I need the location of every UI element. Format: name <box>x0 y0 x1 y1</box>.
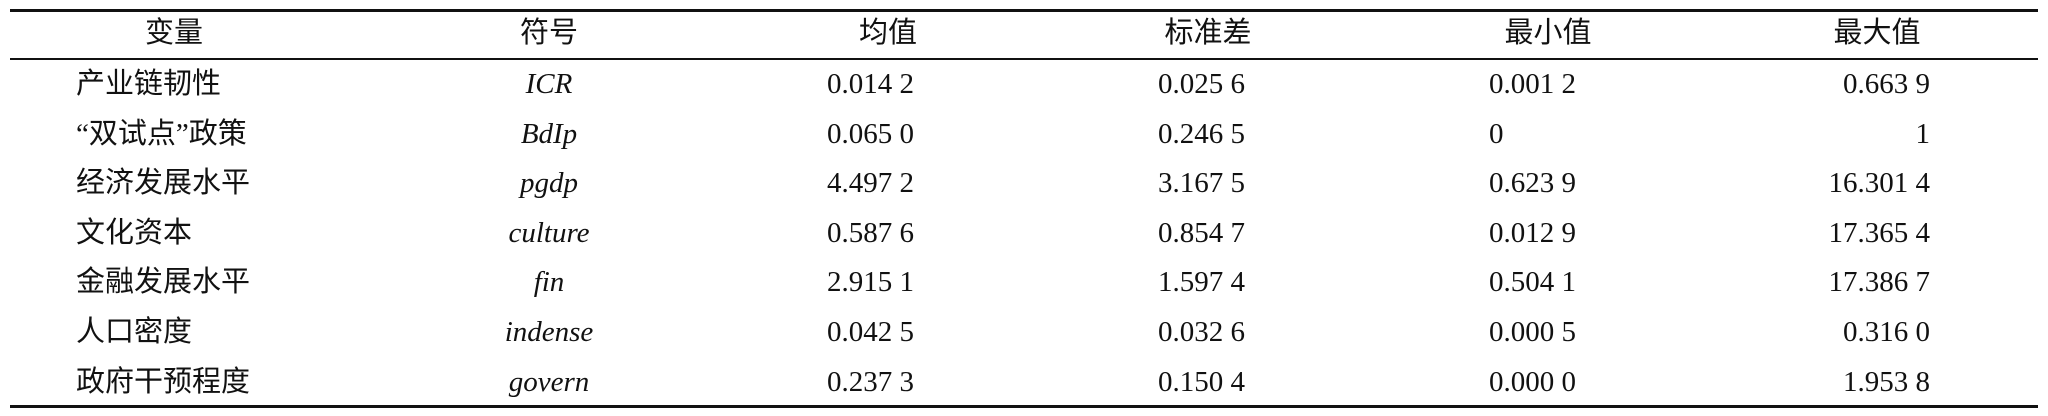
std-value: 0.854 7 <box>1158 216 1245 249</box>
max-value: 16.301 4 <box>1828 167 1931 200</box>
std-value: 0.025 6 <box>1158 68 1245 100</box>
min-value: 0.504 1 <box>1489 266 1576 299</box>
mean-value: 0.065 0 <box>827 117 914 150</box>
min-value: 0.000 5 <box>1489 316 1576 348</box>
symbol: indense <box>504 316 594 348</box>
variable-name: 产业链韧性 <box>76 68 222 100</box>
std-value: 0.246 5 <box>1158 117 1245 150</box>
symbol: ICR <box>525 68 573 100</box>
max-value: 1.953 8 <box>1843 365 1930 398</box>
max-value: 1 <box>1915 117 1931 150</box>
min-value: 0.000 0 <box>1489 365 1576 398</box>
std-value: 0.032 6 <box>1158 316 1245 348</box>
max-value: 0.316 0 <box>1843 316 1930 348</box>
min-value: 0.623 9 <box>1489 167 1576 200</box>
variable-name: 人口密度 <box>76 316 193 348</box>
mean-value: 2.915 1 <box>827 266 914 299</box>
std-value: 3.167 5 <box>1158 167 1245 200</box>
mean-value: 0.042 5 <box>827 316 914 348</box>
min-value: 0 <box>1489 117 1504 150</box>
max-value: 0.663 9 <box>1843 68 1930 100</box>
symbol: culture <box>508 216 590 249</box>
mean-value: 0.237 3 <box>827 365 914 398</box>
max-value: 17.365 4 <box>1828 216 1931 249</box>
variable-name: 经济发展水平 <box>76 167 251 200</box>
column-header: 最小值 <box>1504 17 1592 49</box>
column-header: 标准差 <box>1164 17 1252 49</box>
mean-value: 4.497 2 <box>827 167 914 200</box>
variable-name: 文化资本 <box>76 216 193 249</box>
min-value: 0.012 9 <box>1489 216 1576 249</box>
column-header: 均值 <box>858 17 917 49</box>
bottom-rule <box>10 405 2038 408</box>
variable-name: 金融发展水平 <box>76 266 251 299</box>
symbol: pgdp <box>520 167 578 200</box>
header-rule <box>10 58 2038 60</box>
column-header: 变量 <box>144 17 203 49</box>
symbol: fin <box>533 266 565 299</box>
top-rule <box>10 9 2038 12</box>
std-value: 1.597 4 <box>1158 266 1245 299</box>
column-header: 符号 <box>519 17 578 49</box>
variable-name: “双试点”政策 <box>76 117 247 150</box>
symbol: BdIp <box>520 117 578 150</box>
symbol: govern <box>508 365 590 398</box>
column-header: 最大值 <box>1833 17 1921 49</box>
max-value: 17.386 7 <box>1828 266 1931 299</box>
mean-value: 0.587 6 <box>827 216 914 249</box>
std-value: 0.150 4 <box>1158 365 1245 398</box>
min-value: 0.001 2 <box>1489 68 1576 100</box>
mean-value: 0.014 2 <box>827 68 914 100</box>
variable-name: 政府干预程度 <box>76 365 251 398</box>
